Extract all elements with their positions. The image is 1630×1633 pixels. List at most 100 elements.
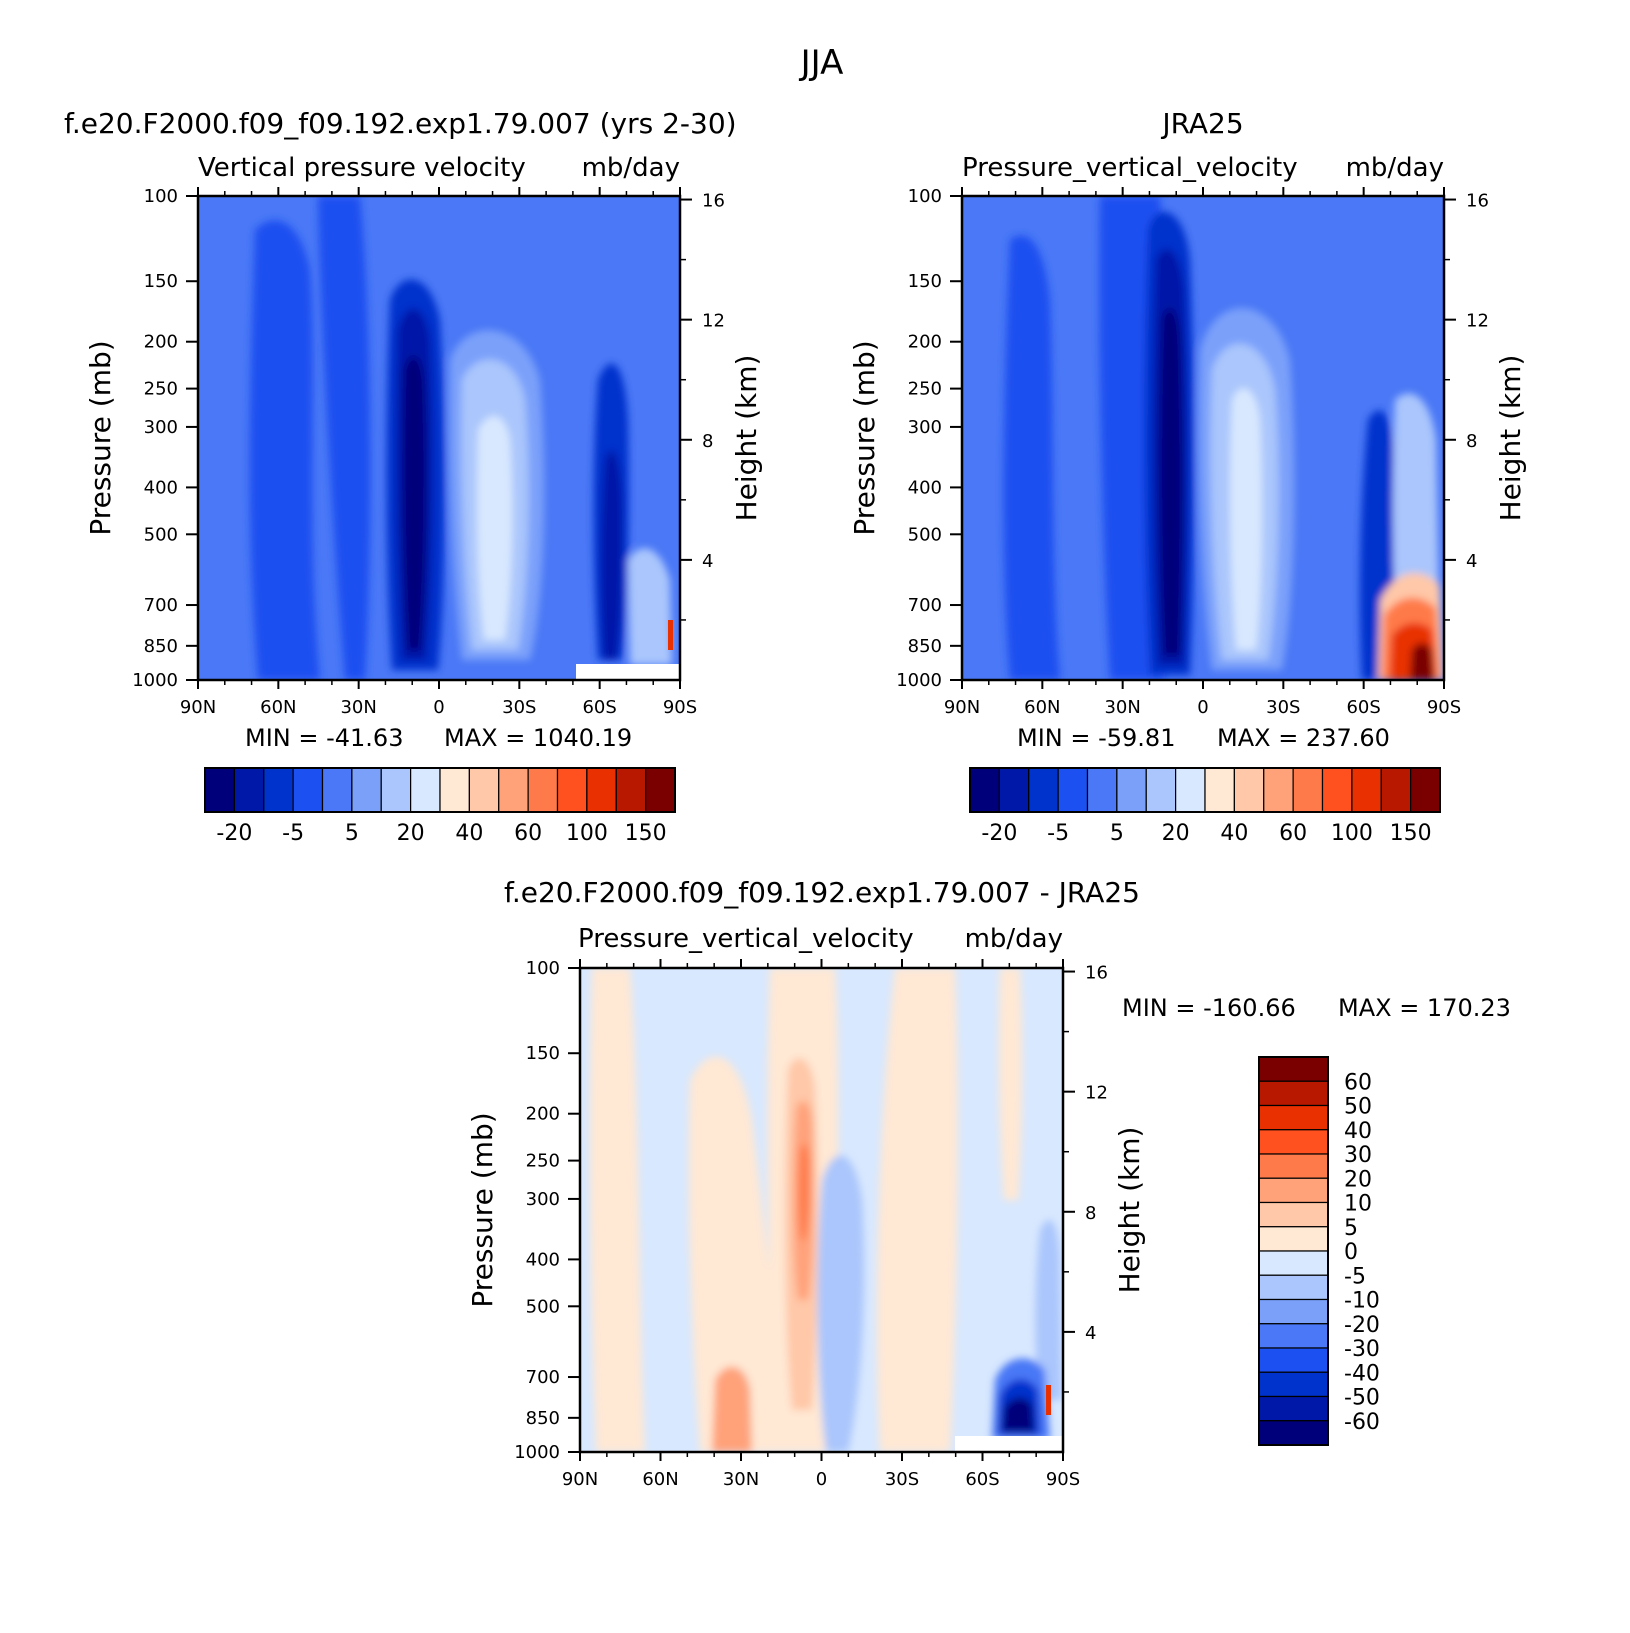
colorbar-swatch: [292, 767, 324, 813]
field-band-cool-antarctic-4: [1002, 1397, 1034, 1432]
panel-difference-axes: 90N 60N 30N 0 30S 60S 90S 100 150 200 250 300 400 500…: [466, 958, 1146, 1490]
colorbar-label: 20: [1162, 821, 1190, 846]
colorbar-swatch: [586, 767, 617, 813]
x-tick-label: 90N: [944, 697, 980, 718]
colorbar-swatch: [1258, 1298, 1329, 1325]
colorbar-label: 50: [1344, 1095, 1372, 1120]
colorbar-label: 60: [1344, 1070, 1372, 1095]
height-tick-label: 4: [1466, 551, 1477, 572]
y-tick-label: 1000: [514, 1442, 560, 1463]
panel-observations-subtitle: Pressure_vertical_velocity: [962, 153, 1298, 183]
colorbar-label: 5: [345, 821, 359, 846]
y-axis-title: Pressure (mb): [84, 340, 117, 535]
colorbar-label: 40: [1220, 821, 1248, 846]
colorbar-label: 40: [455, 821, 483, 846]
colorbar-swatch: [1258, 1226, 1329, 1252]
colorbar-swatch: [1258, 1371, 1329, 1398]
colorbar-frame: [204, 767, 676, 813]
panel-difference-min-label: MIN = -160.66: [1122, 994, 1296, 1022]
colorbar-label: -30: [1344, 1337, 1380, 1362]
panel-observations-case-title: JRA25: [1160, 107, 1243, 140]
colorbar-swatch: [1258, 1274, 1329, 1301]
figure-title: JJA: [799, 43, 844, 83]
height-tick-label: 4: [1085, 1323, 1096, 1344]
field-band-subtropic-n: [318, 196, 371, 680]
panel-model-units: mb/day: [582, 153, 680, 183]
colorbar-swatch: [439, 767, 470, 813]
x-tick-label: 90N: [180, 697, 216, 718]
colorbar-swatch: [1263, 767, 1294, 813]
height-tick-label: 12: [1085, 1083, 1108, 1104]
colorbar-swatch: [527, 767, 559, 813]
y-tick-label: 300: [908, 417, 942, 438]
colorbar-swatch: [1258, 1129, 1329, 1155]
y-tick-label: 400: [144, 477, 178, 498]
x-tick-label: 0: [1197, 697, 1208, 718]
panel-observations-max-label: MAX = 237.60: [1217, 724, 1390, 752]
panel-model-max-label: MAX = 1040.19: [444, 724, 632, 752]
colorbar-label: 60: [514, 821, 542, 846]
panel-model-field: [198, 196, 680, 680]
field-band-cool-antarctic-1: [1035, 1220, 1062, 1400]
y-tick-label: 250: [526, 1151, 560, 1172]
colorbar-label: -50: [1344, 1386, 1380, 1411]
colorbar-swatch: [1028, 767, 1059, 813]
colorbar-label: 0: [1344, 1240, 1358, 1265]
field-band-cool-eq: [817, 1155, 865, 1452]
field-band-subsidence-3: [476, 416, 513, 640]
colorbar-label: 60: [1279, 821, 1307, 846]
height-tick-label: 8: [1466, 431, 1477, 452]
colorbar-swatch: [351, 767, 382, 813]
field-band-warm-subtrop: [688, 1056, 790, 1452]
y-tick-label: 300: [144, 417, 178, 438]
colorbar-swatch: [321, 767, 353, 813]
y-tick-label: 250: [908, 379, 942, 400]
height-tick-label: 16: [1085, 963, 1108, 984]
colorbar-label: 100: [566, 821, 608, 846]
panel-observations-units: mb/day: [1346, 153, 1444, 183]
y-tick-label: 100: [144, 186, 178, 207]
panel-model: f.e20.F2000.f09_f09.192.exp1.79.007 (yrs…: [64, 107, 763, 846]
x-tick-label: 30N: [340, 697, 376, 718]
colorbar-swatch: [1258, 1080, 1329, 1107]
colorbar-label: 5: [1110, 821, 1124, 846]
panel-observations-min-label: MIN = -59.81: [1017, 724, 1175, 752]
y-tick-label: 850: [526, 1408, 560, 1429]
x-tick-label: 30S: [502, 697, 536, 718]
colorbar-swatch: [1258, 1153, 1329, 1179]
field-band-itcz-core: [1159, 308, 1183, 655]
panel-model-axes: 90N 60N 30N 0 30S 60S 90S 100 150 200 250 300 400 500…: [84, 186, 763, 718]
y-tick-label: 700: [908, 595, 942, 616]
colorbar-label: 150: [625, 821, 667, 846]
colorbar-swatch: [1258, 1056, 1329, 1082]
panel-difference-units: mb/day: [965, 924, 1063, 954]
field-band-antarctic-pale: [628, 548, 672, 665]
y-tick-label: 400: [908, 477, 942, 498]
field-band-warm-itcz-3: [798, 1144, 810, 1240]
field-band-antarctic-warm-4: [1410, 643, 1434, 680]
colorbar-swatch: [204, 767, 235, 813]
y-axis-title: Pressure (mb): [466, 1112, 499, 1307]
colorbar-swatch: [1258, 1347, 1329, 1373]
panel-difference-case-title: f.e20.F2000.f09_f09.192.exp1.79.007 - JR…: [504, 876, 1140, 909]
colorbar-swatch: [1258, 1250, 1329, 1276]
field-antarctic-red-spot: [1046, 1385, 1051, 1415]
colorbar-swatch: [1258, 1104, 1329, 1131]
x-tick-label: 0: [433, 697, 444, 718]
height-axis-title: Height (km): [730, 355, 763, 522]
height-tick-label: 8: [1085, 1203, 1096, 1224]
x-tick-label: 30S: [885, 1469, 919, 1490]
y-tick-label: 700: [526, 1367, 560, 1388]
x-tick-label: 60S: [582, 697, 616, 718]
y-tick-label: 200: [526, 1104, 560, 1125]
field-band-warm-sh-2: [998, 968, 1023, 1200]
x-tick-label: 60N: [642, 1469, 678, 1490]
panel-observations-colorbar: -20 -5 5 20 40 60 100 150: [969, 767, 1441, 846]
panel-model-colorbar: -20 -5 5 20 40 60 100 150: [204, 767, 676, 846]
x-tick-label: 0: [816, 1469, 827, 1490]
colorbar-swatch: [1380, 767, 1412, 813]
field-band-warm-lower: [712, 1366, 752, 1452]
panel-difference-max-label: MAX = 170.23: [1338, 994, 1511, 1022]
y-tick-label: 200: [144, 332, 178, 353]
y-tick-label: 250: [144, 379, 178, 400]
